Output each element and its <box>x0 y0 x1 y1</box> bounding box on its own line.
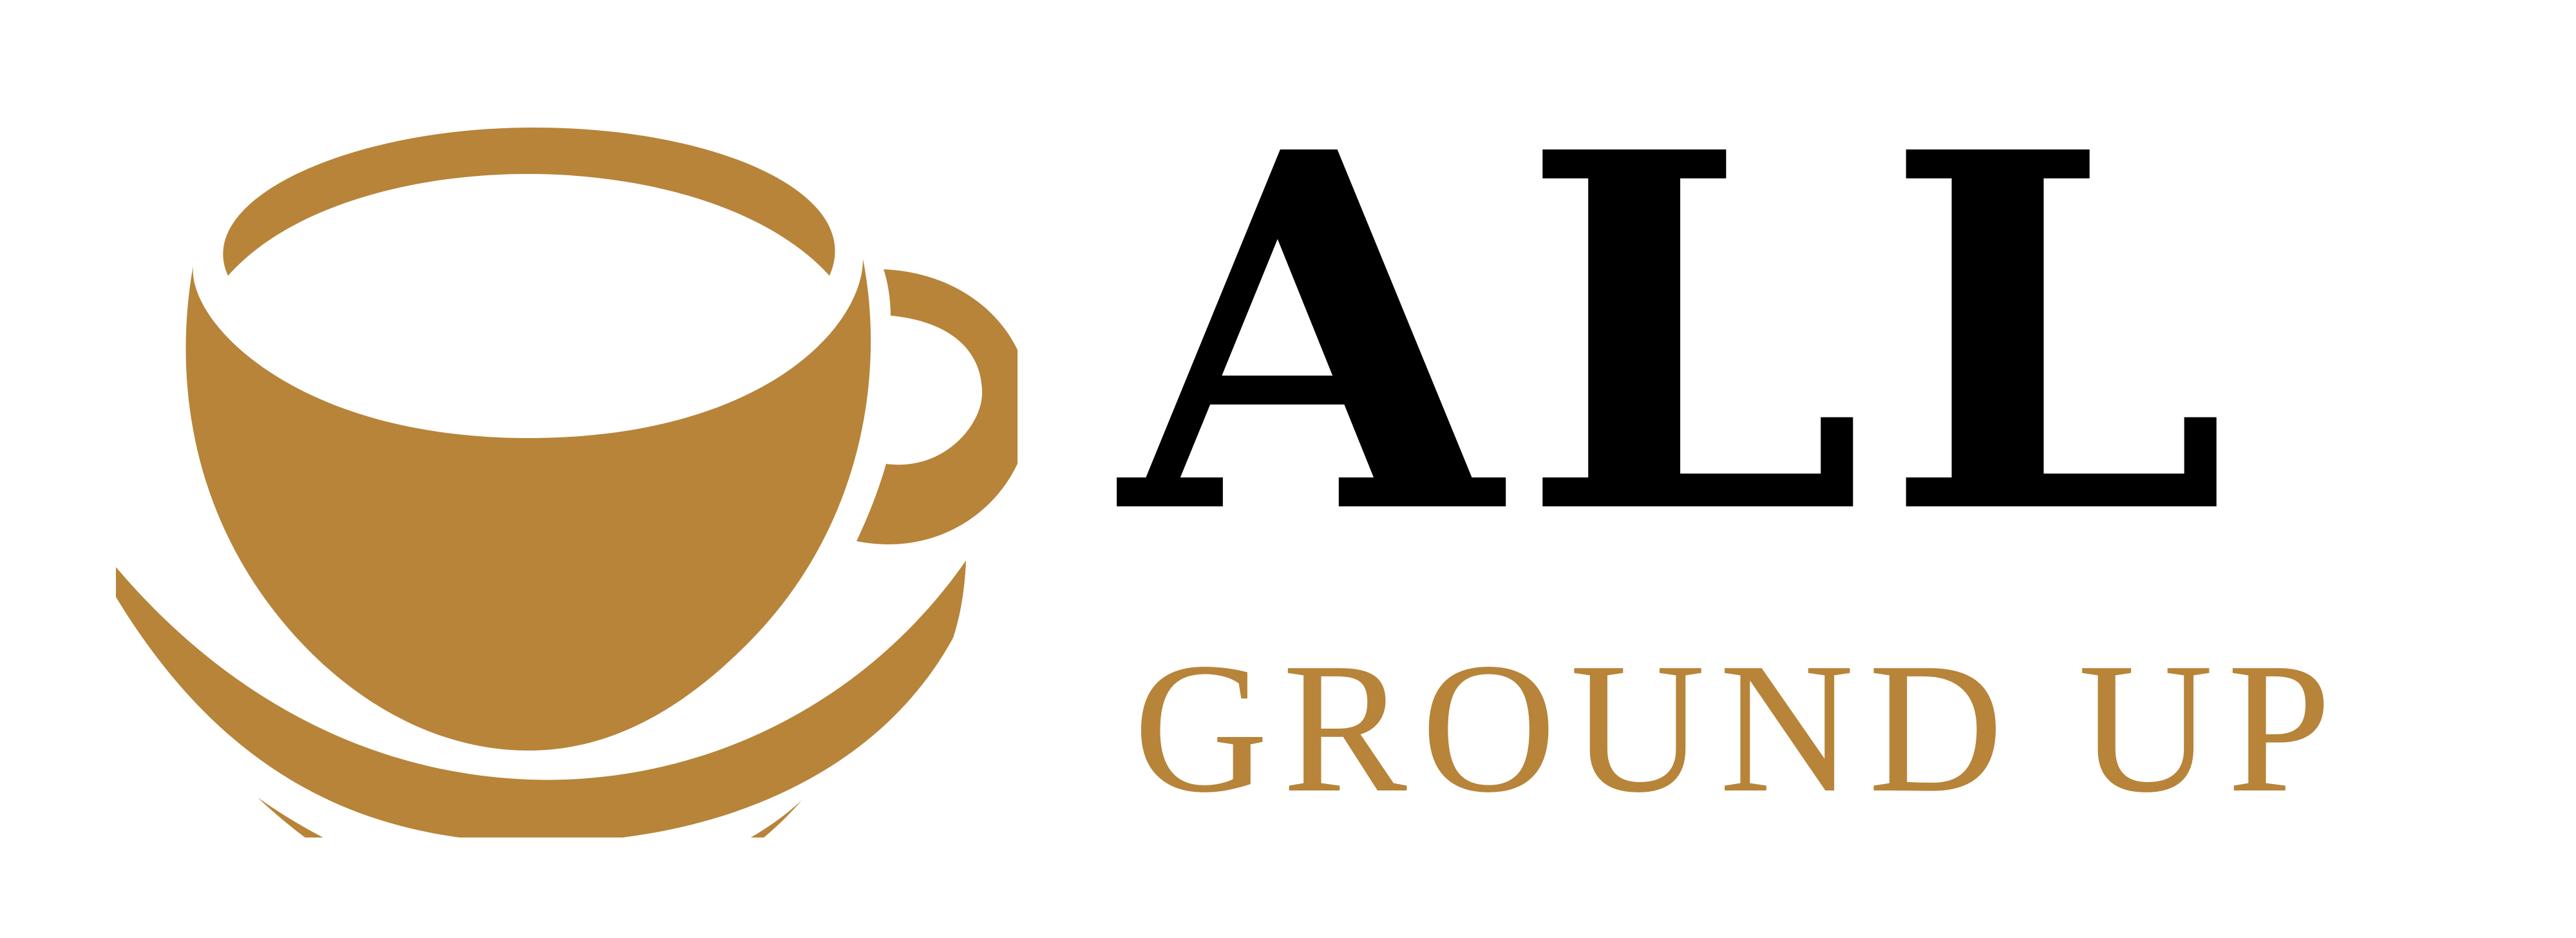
saucer-upper <box>116 560 966 838</box>
brand-primary-text: ALL <box>1121 47 2247 622</box>
saucer-lower <box>258 798 802 838</box>
coffee-cup-icon <box>116 127 1018 838</box>
wordmark: ALL GROUND UP <box>1121 47 2473 831</box>
cup-rim <box>223 127 835 276</box>
brand-secondary-text: GROUND UP <box>1133 624 2345 831</box>
cup-handle <box>857 269 1018 544</box>
cup-bowl <box>185 259 871 751</box>
